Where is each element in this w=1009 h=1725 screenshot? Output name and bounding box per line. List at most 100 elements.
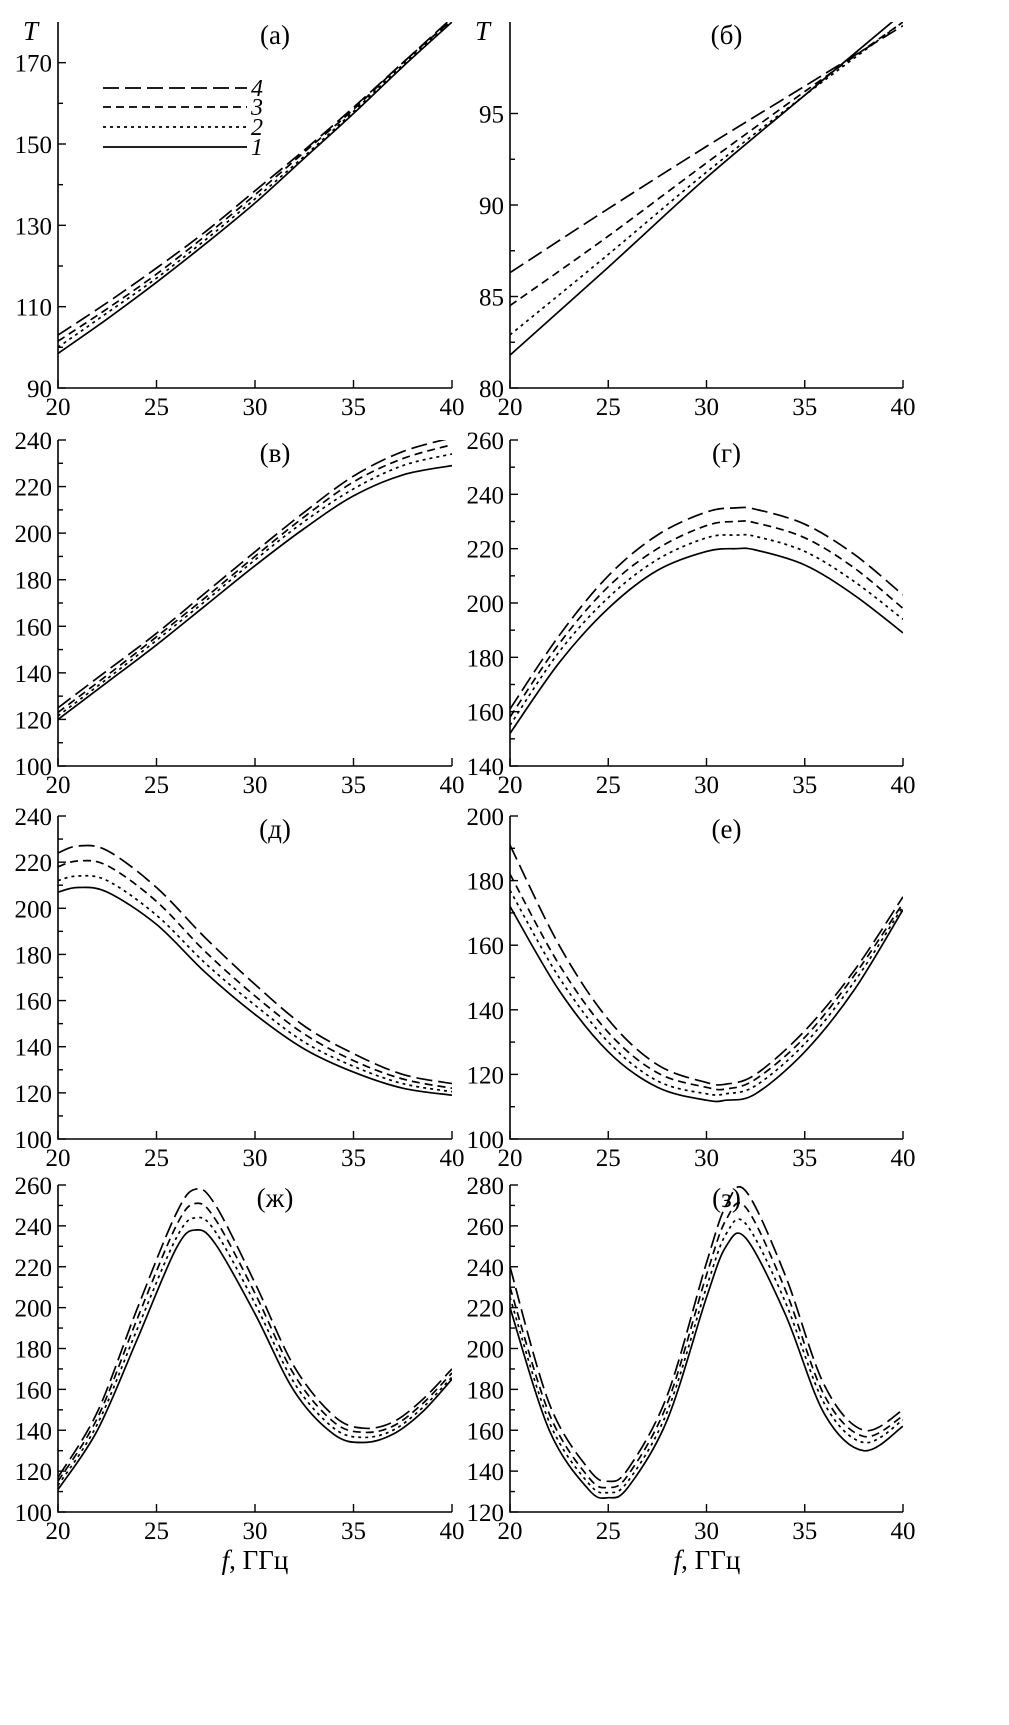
x-tick-label: 25 xyxy=(144,772,169,799)
x-tick-label: 25 xyxy=(596,1145,621,1172)
y-tick-label: 200 xyxy=(15,1296,53,1323)
y-tick-label: 85 xyxy=(479,285,504,312)
y-tick-label: 130 xyxy=(15,213,53,240)
panel-tag: (в) xyxy=(260,438,291,468)
panel-3: 20 25 30 35 40 140 160 180 200 220 240 260 (г) xyxy=(467,428,916,799)
series-line-2 xyxy=(58,1216,452,1486)
x-tick-label: 40 xyxy=(891,1145,916,1172)
y-tick-label: 95 xyxy=(479,102,504,129)
x-tick-label: 40 xyxy=(891,1518,916,1545)
series-line-2 xyxy=(58,22,452,348)
y-tick-label: 180 xyxy=(467,645,505,672)
panel-1: 20 25 30 35 40 80 85 90 95 (б) T xyxy=(475,16,916,421)
panel-7: 20 25 30 35 40 120 140 160 180 200 220 240 260 280 (з) xyxy=(467,1173,916,1545)
series-group xyxy=(58,22,452,355)
y-tick-label: 180 xyxy=(467,1377,505,1404)
y-tick-label: 240 xyxy=(15,804,53,831)
x-tick-label: 25 xyxy=(144,1145,169,1172)
panel-0: 20 25 30 35 40 90 110 130 150 170 (а) T xyxy=(15,16,465,421)
x-tick-label: 20 xyxy=(46,772,71,799)
x-tick-label: 20 xyxy=(46,1145,71,1172)
series-line-1 xyxy=(510,547,903,734)
panel-4: 20 25 30 35 40 100 120 140 160 180 200 220 240 (д) xyxy=(15,804,465,1172)
x-tick-label: 35 xyxy=(341,394,366,421)
y-tick-label: 220 xyxy=(15,850,53,877)
y-tick-label: 80 xyxy=(479,376,504,403)
x-axis-label: f, ГГц xyxy=(222,1545,289,1575)
x-tick-label: 20 xyxy=(46,1518,71,1545)
y-tick-label: 160 xyxy=(467,700,505,727)
series-line-3 xyxy=(510,22,903,307)
y-tick-label: 240 xyxy=(467,482,505,509)
series-line-4 xyxy=(58,22,449,336)
series-group xyxy=(510,22,903,356)
y-tick-label: 220 xyxy=(15,1255,53,1282)
series-line-4 xyxy=(58,440,447,709)
axis-frame xyxy=(509,1185,903,1513)
x-tick-label: 25 xyxy=(144,1518,169,1545)
x-tick-label: 30 xyxy=(694,1145,719,1172)
y-tick-label: 110 xyxy=(15,295,52,322)
x-tick-label: 25 xyxy=(596,394,621,421)
series-line-1 xyxy=(58,1228,452,1490)
panel-tag: (а) xyxy=(260,20,290,50)
y-tick-label: 120 xyxy=(15,1459,53,1486)
x-axis-label: f, ГГц xyxy=(674,1545,741,1575)
x-tick-label: 30 xyxy=(243,394,268,421)
y-tick-label: 220 xyxy=(467,1296,505,1323)
y-tick-label: 100 xyxy=(15,754,53,781)
y-tick-label: 180 xyxy=(15,568,53,595)
series-line-3 xyxy=(58,1202,452,1482)
x-tick-label: 35 xyxy=(792,1518,817,1545)
y-tick-label: 170 xyxy=(15,51,53,78)
x-tick-label: 30 xyxy=(243,1518,268,1545)
x-tick-label: 40 xyxy=(891,394,916,421)
x-tick-label: 30 xyxy=(243,772,268,799)
panel-6: 20 25 30 35 40 100 120 140 160 180 200 220 240 260 (ж) xyxy=(15,1173,465,1545)
x-tick-label: 25 xyxy=(144,394,169,421)
x-tick-label: 30 xyxy=(694,772,719,799)
y-tick-label: 160 xyxy=(15,1377,53,1404)
x-tick-label: 35 xyxy=(792,394,817,421)
y-tick-label: 120 xyxy=(467,1062,505,1089)
y-tick-label: 90 xyxy=(479,193,504,220)
y-tick-label: 240 xyxy=(15,428,53,455)
series-line-4 xyxy=(510,506,903,710)
series-group xyxy=(58,440,452,721)
series-line-4 xyxy=(510,1185,903,1483)
axis-frame xyxy=(57,816,452,1140)
series-line-1 xyxy=(58,886,452,1097)
y-tick-label: 240 xyxy=(467,1255,505,1282)
series-line-2 xyxy=(510,533,903,726)
x-tick-label: 40 xyxy=(440,394,465,421)
y-tick-label: 100 xyxy=(15,1127,53,1154)
x-tick-label: 20 xyxy=(498,394,523,421)
x-tick-label: 30 xyxy=(694,394,719,421)
series-group xyxy=(58,1187,452,1490)
x-tick-label: 35 xyxy=(341,1518,366,1545)
y-tick-label: 220 xyxy=(467,537,505,564)
legend-label-1: 1 xyxy=(251,135,263,161)
series-line-4 xyxy=(58,844,452,1085)
y-axis-label: T xyxy=(475,16,492,46)
x-tick-label: 20 xyxy=(498,1145,523,1172)
y-tick-label: 120 xyxy=(15,1081,53,1108)
y-tick-label: 160 xyxy=(467,933,505,960)
y-tick-label: 160 xyxy=(15,989,53,1016)
y-tick-label: 200 xyxy=(467,804,505,831)
series-line-4 xyxy=(58,1187,452,1478)
series-line-2 xyxy=(510,22,903,336)
series-group xyxy=(510,1185,903,1500)
axis-frame xyxy=(509,440,903,767)
y-tick-label: 140 xyxy=(15,1418,53,1445)
y-axis-label: T xyxy=(23,16,40,46)
series-line-4 xyxy=(510,844,903,1086)
y-tick-label: 150 xyxy=(15,132,53,159)
series-line-3 xyxy=(58,859,452,1090)
y-tick-label: 140 xyxy=(15,1035,53,1062)
series-line-1 xyxy=(510,905,903,1103)
y-tick-label: 100 xyxy=(467,1127,505,1154)
y-tick-label: 180 xyxy=(467,869,505,896)
y-tick-label: 260 xyxy=(467,428,505,455)
